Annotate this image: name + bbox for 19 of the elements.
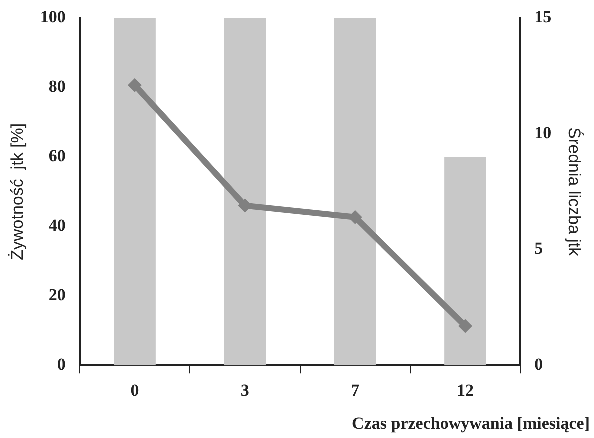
y-tick-label: 0 bbox=[57, 354, 66, 374]
y2-tick-label: 15 bbox=[534, 8, 552, 27]
point bbox=[128, 78, 142, 92]
y-tick-label: 80 bbox=[48, 77, 66, 96]
point bbox=[458, 319, 473, 334]
y-axis-title: Żywotność jtk [%] bbox=[8, 123, 27, 260]
y-tick-label: 40 bbox=[48, 216, 66, 236]
y-tick-label: 60 bbox=[48, 146, 66, 166]
x-tick-label: 12 bbox=[457, 381, 474, 400]
x-tick-label: 0 bbox=[130, 381, 140, 400]
y-tick-label: 100 bbox=[40, 8, 66, 27]
x-tick-label: 3 bbox=[240, 381, 250, 400]
y2-tick-label: 5 bbox=[534, 239, 544, 258]
y-tick-label: 20 bbox=[48, 286, 66, 305]
y2-tick-label: 0 bbox=[534, 354, 544, 374]
y2-tick-label: 10 bbox=[534, 123, 552, 142]
x-tick-label: 7 bbox=[351, 381, 360, 400]
y2-axis-title: Średnia liczba jtk bbox=[565, 128, 586, 257]
x-axis-title: Czas przechowywania [miesiące] bbox=[352, 414, 590, 434]
